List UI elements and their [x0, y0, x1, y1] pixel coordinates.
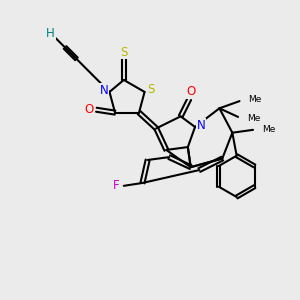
- Text: S: S: [147, 82, 155, 96]
- Text: Me: Me: [262, 125, 275, 134]
- Text: O: O: [85, 103, 94, 116]
- Text: N: N: [196, 119, 205, 132]
- Text: N: N: [100, 84, 109, 97]
- Text: H: H: [46, 27, 55, 40]
- Text: O: O: [186, 85, 195, 98]
- Text: Me: Me: [247, 114, 260, 123]
- Text: Me: Me: [248, 95, 262, 104]
- Text: F: F: [113, 179, 120, 192]
- Text: S: S: [120, 46, 127, 59]
